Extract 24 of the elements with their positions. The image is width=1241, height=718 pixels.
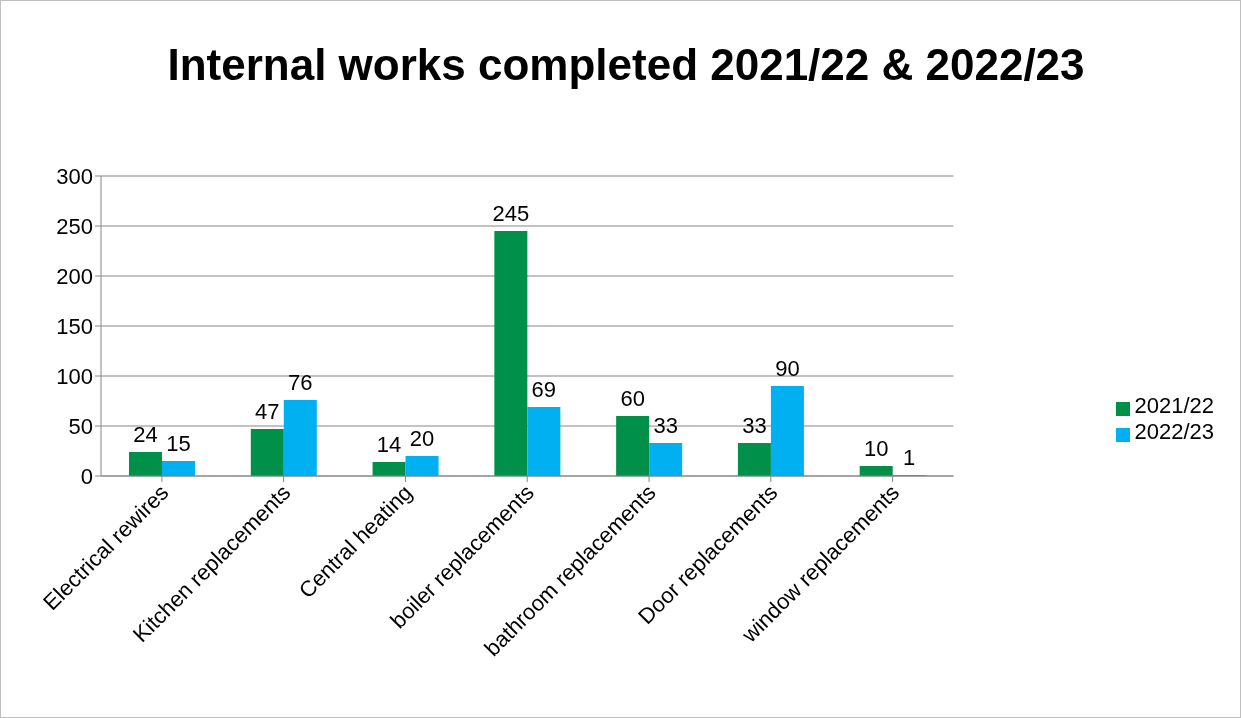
y-tick-label: 150	[56, 313, 93, 339]
y-tick-label: 100	[56, 363, 93, 389]
data-label: 60	[620, 386, 645, 411]
data-label: 14	[376, 432, 402, 457]
legend-label: 2022/23	[1134, 419, 1214, 444]
data-label: 33	[742, 413, 767, 438]
data-label: 76	[288, 370, 313, 395]
legend-label: 2021/22	[1134, 393, 1214, 418]
data-label: 47	[255, 399, 280, 424]
data-label: 24	[133, 422, 158, 447]
y-tick-label: 300	[56, 163, 93, 189]
data-label: 10	[863, 436, 889, 461]
data-label: 1	[903, 445, 916, 470]
data-label: 245	[492, 201, 530, 226]
data-label: 69	[531, 377, 557, 402]
data-label: 15	[166, 431, 191, 456]
y-tick-label: 50	[68, 413, 93, 439]
data-label: 20	[409, 426, 435, 451]
data-label: 33	[653, 413, 678, 438]
y-tick-label: 250	[56, 213, 93, 239]
y-tick-label: 200	[56, 263, 93, 289]
data-label: 90	[775, 356, 800, 381]
y-tick-label: 0	[80, 463, 93, 489]
chart-title: Internal works completed 2021/22 & 2022/23	[166, 39, 1086, 91]
